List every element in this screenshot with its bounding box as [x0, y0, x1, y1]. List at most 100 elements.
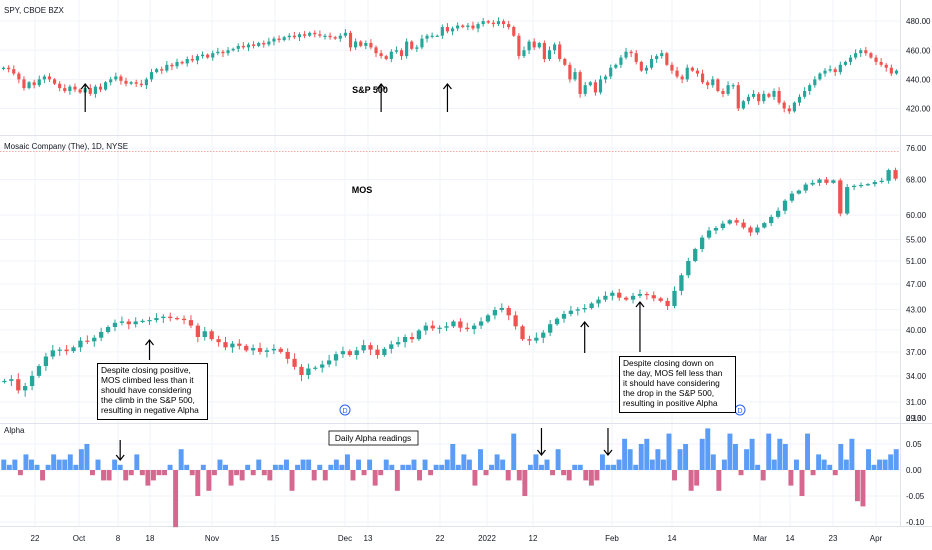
x-tick-label: 14 [786, 534, 795, 543]
alpha-bar [705, 428, 711, 470]
spy-candle [303, 34, 307, 36]
alpha-bar [295, 464, 301, 470]
mos-candle [575, 309, 580, 311]
mos-candle [803, 184, 808, 191]
spy-candle [425, 35, 429, 39]
alpha-bar [710, 454, 716, 470]
spy-candle [690, 67, 694, 71]
note-line: the day, MOS fell less than [623, 368, 723, 378]
mos-candle [85, 340, 90, 342]
alpha-y-tick-label: 0.10 [906, 414, 922, 423]
alpha-bar [494, 454, 500, 470]
spy-candle [797, 96, 802, 103]
alpha-bar [139, 470, 145, 476]
spy-candle [144, 79, 148, 86]
alpha-bar [672, 470, 677, 481]
spy-candle [782, 102, 786, 109]
spy-candle [619, 57, 623, 65]
alpha-bar [405, 464, 411, 470]
spy-candle [364, 43, 368, 46]
spy-candle [884, 64, 888, 68]
spy-candle [486, 21, 490, 23]
spy-candle [527, 41, 531, 51]
mos-candle [154, 318, 159, 321]
spy-candle [456, 25, 460, 29]
spy-candle [665, 53, 669, 65]
alpha-bar [306, 459, 312, 470]
annotation-arrows [80, 83, 645, 461]
arrow-up-head [80, 83, 90, 90]
alpha-bar [727, 433, 733, 470]
mos-candle [513, 315, 518, 327]
mos-candle [16, 379, 21, 391]
mos-panel-title: Mosaic Company (The), 1D, NYSE [4, 142, 128, 151]
alpha-bar [716, 470, 722, 491]
alpha-bar [821, 459, 827, 470]
spy-candle [706, 82, 710, 86]
spy-candle [379, 53, 383, 57]
mos-candle [589, 303, 594, 309]
spy-candle [874, 57, 878, 62]
spy-candle [803, 91, 807, 97]
spy-candle [746, 96, 751, 102]
alpha-bar [173, 470, 179, 528]
spy-candle [190, 59, 194, 61]
spy-candle [114, 76, 118, 80]
x-tick-label: Nov [205, 534, 219, 543]
spy-candle [52, 79, 57, 84]
spy-candle [73, 86, 77, 90]
alpha-bar [84, 444, 90, 470]
mos-candle [886, 170, 891, 181]
spy-candle [277, 38, 281, 41]
mos-candle [769, 216, 774, 224]
alpha-bar [156, 470, 162, 476]
spy-candle [563, 59, 567, 65]
x-tick-label: 18 [146, 534, 155, 543]
alpha-y-tick-label: -0.05 [906, 492, 925, 501]
spy-candle [405, 41, 409, 57]
alpha-bar [877, 459, 883, 470]
alpha-bar [461, 454, 467, 470]
note-line: the drop in the S&P 500, [623, 388, 715, 398]
spy-candle [553, 44, 557, 51]
spy-candle [216, 51, 220, 54]
x-tick-label: 22 [436, 534, 445, 543]
mos-candle [437, 327, 442, 329]
mos-candle [2, 380, 7, 383]
alpha-bar [572, 464, 578, 470]
spy-candle [359, 41, 363, 46]
spy-candle [471, 25, 475, 29]
mos-candle [796, 190, 801, 194]
x-tick-label: 2022 [478, 534, 496, 543]
spy-candle [410, 41, 414, 49]
spy-candle [649, 59, 654, 68]
spy-candle [772, 91, 776, 97]
mos-candle [112, 322, 118, 328]
mos-candle [126, 321, 131, 325]
spy-candle [63, 88, 67, 91]
mos-candle [492, 309, 498, 316]
alpha-bar [566, 470, 572, 481]
alpha-bar [433, 464, 439, 470]
spy-candle [37, 79, 41, 86]
mos-candle [879, 180, 884, 183]
spy-candle [680, 76, 684, 80]
alpha-bar [89, 470, 95, 476]
mos-y-tick-label: 55.00 [906, 236, 927, 245]
alpha-panel-title: Alpha [4, 426, 25, 435]
alpha-bar [106, 470, 112, 481]
spy-candle [124, 80, 128, 84]
alpha-bar [344, 454, 350, 470]
spy-candle [231, 48, 235, 51]
mos-candle [71, 347, 76, 352]
alpha-bar [112, 459, 118, 470]
mos-candle [534, 337, 539, 341]
spy-candle [833, 69, 837, 73]
mos-candle [755, 227, 760, 233]
spy-candle [614, 64, 618, 68]
alpha-bar [627, 449, 633, 470]
spy-candle [655, 56, 659, 59]
spy-y-tick-label: 420.00 [906, 104, 931, 113]
spy-candle [195, 56, 200, 61]
alpha-bar [538, 464, 544, 470]
